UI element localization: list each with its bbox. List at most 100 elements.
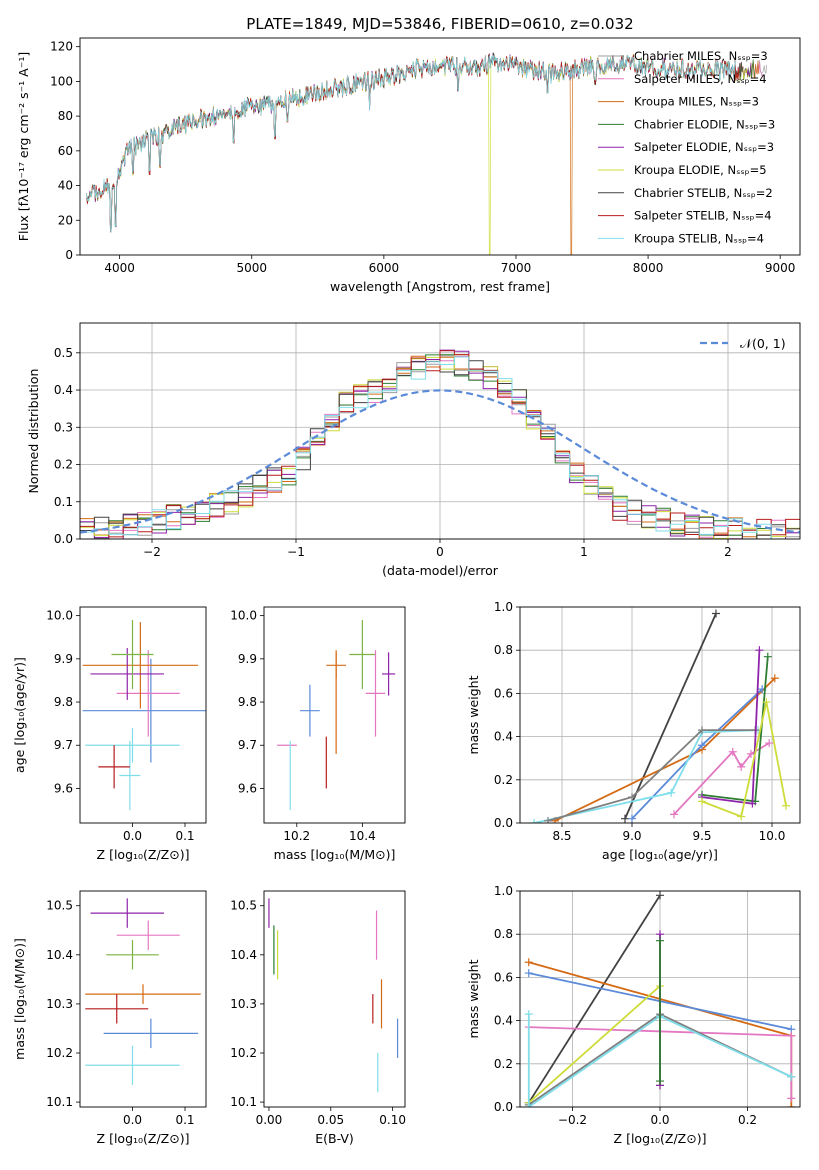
errorbar-point [119, 740, 141, 811]
mass-weight-marker [787, 1031, 796, 1040]
y-tick-label: 0.1 [54, 495, 73, 509]
y-tick-label: 40 [58, 179, 73, 193]
y-tick-label: 0.6 [494, 686, 513, 700]
y-tick-label: 10.5 [230, 899, 257, 913]
errorbar-point [349, 619, 376, 690]
errorbar-point [90, 898, 164, 928]
y-axis-label: mass weight [466, 959, 481, 1038]
mass-weight-marker [747, 749, 755, 758]
mass-weight-marker [737, 812, 746, 821]
mass-weight-line [533, 729, 759, 823]
errorbar-point [116, 650, 180, 737]
x-tick-label: 8.5 [552, 829, 571, 843]
y-tick-label: 9.8 [54, 695, 73, 709]
axes-frame [79, 37, 801, 256]
x-tick-label: −2 [143, 545, 161, 559]
histogram-axes: −2 −1 0 1 2 0.0 0.1 0.2 0.3 0.4 0.5 (data-model)/er… [26, 322, 801, 578]
x-axis-label: wavelength [Angstrom, rest frame] [330, 279, 550, 294]
y-tick-label: 9.9 [238, 652, 257, 666]
mass-vs-ebv-axes: 0.00 0.05 0.10 10.1 10.2 10.3 10.4 10.5 E(B-V) [230, 890, 406, 1146]
x-tick-label: 0.0 [650, 1113, 669, 1127]
y-tick-label: 9.7 [54, 738, 73, 752]
x-tick-label: 0.2 [738, 1113, 757, 1127]
mass-weight-marker [698, 726, 706, 735]
y-axis-label: age [log₁₀(age/yr)] [12, 657, 27, 773]
age-vs-mass-axes: 10.2 10.4 9.6 9.7 9.8 9.9 10.0 mass [log₁₀(M/M⊙… [230, 606, 406, 862]
x-axis-label: age [log₁₀(age/yr)] [602, 847, 718, 862]
y-axis-label: mass weight [466, 675, 481, 754]
age-vs-z-axes: 0.0 0.1 9.6 9.7 9.8 9.9 10.0 Z [log₁₀(Z/Z⊙)] age… [12, 606, 207, 862]
y-tick-label: 9.6 [238, 781, 257, 795]
errorbar-point [111, 619, 154, 690]
plot-area [277, 619, 396, 811]
mass-weight-marker [698, 741, 706, 750]
y-tick-label: 0.4 [494, 730, 513, 744]
y-tick-label: 0.5 [54, 346, 73, 360]
y-tick-label: 0.2 [494, 1057, 513, 1071]
x-tick-label: −0.2 [558, 1113, 587, 1127]
normal-curve [80, 389, 800, 534]
x-tick-label: 4000 [104, 261, 135, 275]
x-tick-label: 0.10 [379, 1113, 406, 1127]
y-tick-label: 10.3 [230, 997, 257, 1011]
x-axis-label: mass [log₁₀(M/M⊙)] [274, 847, 396, 862]
mass-weight-marker [782, 801, 790, 810]
x-tick-label: 7000 [501, 261, 532, 275]
x-axis-label: Z [log₁₀(Z/Z⊙)] [97, 1131, 190, 1146]
y-tick-label: 0.4 [494, 1014, 513, 1028]
mass-weight-line [701, 701, 787, 818]
mass-weight-marker [670, 810, 678, 819]
errorbar-point [85, 1045, 180, 1085]
mass-weight-marker [656, 936, 664, 945]
axes-frame [519, 606, 801, 824]
plot-area [85, 898, 201, 1085]
axes-frame [263, 606, 406, 824]
legend-entry: Kroupa ELODIE, Nₛₛₚ=5 [634, 163, 767, 177]
legend-entry: Chabrier ELODIE, Nₛₛₚ=3 [634, 117, 775, 131]
mass-weight-marker [698, 797, 706, 806]
x-tick-label: 6000 [369, 261, 400, 275]
y-tick-label: 10.4 [230, 948, 257, 962]
y-tick-label: 0.2 [494, 773, 513, 787]
plot-area [86, 52, 768, 255]
x-tick-label: −1 [287, 545, 305, 559]
mass-weight-marker [524, 969, 533, 978]
mass-weight-marker [755, 646, 764, 655]
y-axis-label: Flux [fλ10⁻¹⁷ erg cm⁻² s⁻¹ A⁻¹] [16, 52, 31, 241]
plot-area [524, 891, 796, 1107]
mass-weight-marker [787, 1072, 796, 1081]
mass-weight-marker [712, 609, 720, 618]
x-tick-label: 10.4 [349, 829, 376, 843]
mass-weight-line [701, 650, 761, 805]
y-tick-label: 10.0 [230, 609, 257, 623]
plot-area [82, 619, 206, 811]
x-tick-label: 10.2 [283, 829, 310, 843]
y-tick-label: 0.2 [54, 458, 73, 472]
errorbar-point [85, 727, 180, 763]
y-tick-label: 9.7 [238, 738, 257, 752]
y-tick-label: 0.4 [54, 383, 73, 397]
y-tick-label: 0.8 [494, 927, 513, 941]
y-tick-label: 10.0 [46, 609, 73, 623]
mass-weight-marker [667, 788, 676, 797]
spectrum-line [86, 55, 736, 233]
x-tick-label: 9.0 [622, 829, 641, 843]
mass-weight-marker [762, 698, 771, 707]
x-axis-label: Z [log₁₀(Z/Z⊙)] [97, 847, 190, 862]
errorbar-point [98, 745, 130, 789]
spectrum-legend: Chabrier MILES, Nₛₛₚ=3 Salpeter MILES, Nₛ… [598, 49, 775, 245]
spectrum-axes: 4000 5000 6000 7000 8000 9000 0 20 40 60 80 100 120 w… [16, 37, 801, 294]
mass-weight-marker [728, 747, 737, 756]
plot-area [80, 349, 800, 539]
legend-entry: Salpeter STELIB, Nₛₛₚ=4 [634, 209, 772, 223]
mass-weight-marker [748, 799, 757, 808]
y-axis-label: mass [log₁₀(M/M⊙)] [12, 938, 27, 1060]
y-tick-label: 1.0 [494, 884, 513, 898]
x-axis-label: Z [log₁₀(Z/Z⊙)] [614, 1131, 707, 1146]
y-tick-label: 0 [65, 248, 73, 262]
x-tick-label: 1 [580, 545, 588, 559]
weight-vs-z-axes: −0.2 0.0 0.2 0.0 0.2 0.4 0.6 0.8 1.0 Z [log₁₀(Z/Z… [466, 884, 801, 1146]
weight-vs-age-axes: 8.5 9.0 9.5 10.0 0.0 0.2 0.4 0.6 0.8 1.0 age [log₁… [466, 600, 801, 862]
axes-frame [79, 890, 207, 1108]
plot-area [268, 898, 399, 1093]
